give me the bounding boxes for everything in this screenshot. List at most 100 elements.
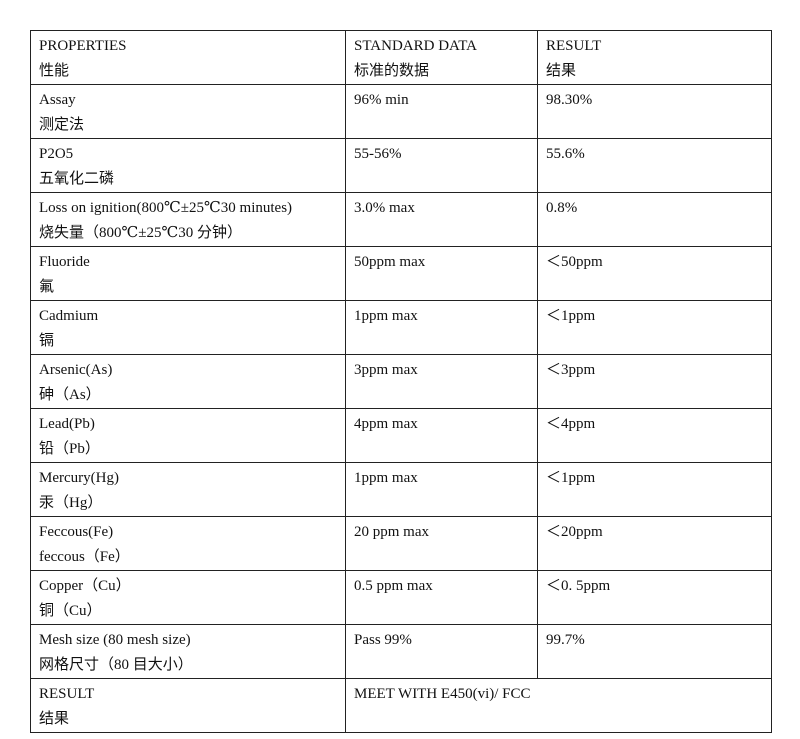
- table-cell-line: Loss on ignition(800℃±25℃30 minutes): [39, 200, 293, 216]
- table-cell: P2O5 五氧化二磷: [30, 138, 346, 193]
- data-row: Copper（Cu） 铜（Cu） 0.5 ppm max ＜0. 5ppm: [30, 570, 772, 625]
- table-cell-line: Copper（Cu）: [39, 578, 131, 594]
- table-cell-text: ＜4ppm: [546, 416, 596, 432]
- footer-label-line: 结果: [39, 711, 70, 727]
- table-cell-text: ＜1ppm: [546, 470, 596, 486]
- data-row: Cadmium 镉 1ppm max ＜1ppm: [30, 300, 772, 355]
- header-cell: RESULT 结果: [537, 30, 772, 85]
- table-cell-text: 1ppm max: [354, 470, 418, 486]
- table-cell-line: 砷（As）: [39, 387, 101, 403]
- table-cell-line: 铜（Cu）: [39, 603, 102, 619]
- table-cell: ＜20ppm: [537, 516, 772, 571]
- table-cell: Mesh size (80 mesh size) 网格尺寸（80 目大小）: [30, 624, 346, 679]
- table-cell-text: 99.7%: [546, 632, 585, 648]
- header-cell-line: RESULT: [546, 38, 602, 54]
- table-cell-line: 氟: [39, 279, 55, 295]
- table-cell-text: 96% min: [354, 92, 409, 108]
- table-cell-line: 测定法: [39, 117, 85, 133]
- table-cell-text: 0.5 ppm max: [354, 578, 433, 594]
- table-cell: Fluoride 氟: [30, 246, 346, 301]
- table-cell: ＜3ppm: [537, 354, 772, 409]
- table-cell: 50ppm max: [345, 246, 538, 301]
- table-cell-text: ＜0. 5ppm: [546, 578, 611, 594]
- table-cell: 1ppm max: [345, 300, 538, 355]
- data-row: Loss on ignition(800℃±25℃30 minutes) 烧失量（…: [30, 192, 772, 247]
- table-cell-text: 20 ppm max: [354, 524, 429, 540]
- table-cell: 3.0% max: [345, 192, 538, 247]
- table-cell: ＜50ppm: [537, 246, 772, 301]
- table-cell: Cadmium 镉: [30, 300, 346, 355]
- table-body: PROPERTIES 性能 STANDARD DATA 标准的数据 RESULT 结果 As…: [30, 30, 772, 733]
- table-cell-text: 98.30%: [546, 92, 593, 108]
- table-cell-line: Cadmium: [39, 308, 99, 324]
- table-cell-text: 55.6%: [546, 146, 585, 162]
- header-cell: STANDARD DATA 标准的数据: [345, 30, 538, 85]
- data-row: Fluoride 氟 50ppm max ＜50ppm: [30, 246, 772, 301]
- data-row: Arsenic(As) 砷（As） 3ppm max ＜3ppm: [30, 354, 772, 409]
- header-cell-line: 性能: [39, 63, 70, 79]
- table-cell-line: Feccous(Fe): [39, 524, 114, 540]
- header-cell-line: PROPERTIES: [39, 38, 127, 54]
- table-cell-text: ＜3ppm: [546, 362, 596, 378]
- table-cell: 3ppm max: [345, 354, 538, 409]
- table-cell-line: Fluoride: [39, 254, 90, 270]
- footer-value-text: MEET WITH E450(vi)/ FCC: [354, 686, 531, 702]
- table-cell: 1ppm max: [345, 462, 538, 517]
- footer-value: MEET WITH E450(vi)/ FCC: [345, 678, 772, 733]
- data-row: Assay 测定法 96% min 98.30%: [30, 84, 772, 139]
- table-cell-line: feccous（Fe）: [39, 549, 130, 565]
- table-cell-line: 烧失量（800℃±25℃30 分钟）: [39, 225, 243, 241]
- table-cell-line: 网格尺寸（80 目大小）: [39, 657, 193, 673]
- table-cell-text: 3.0% max: [354, 200, 415, 216]
- table-cell-text: 0.8%: [546, 200, 578, 216]
- table-cell: 99.7%: [537, 624, 772, 679]
- table-cell: Assay 测定法: [30, 84, 346, 139]
- table-cell-text: 55-56%: [354, 146, 402, 162]
- table-cell: 0.5 ppm max: [345, 570, 538, 625]
- table-cell: 55-56%: [345, 138, 538, 193]
- footer-label: RESULT 结果: [30, 678, 346, 733]
- table-cell: 98.30%: [537, 84, 772, 139]
- table-cell: ＜1ppm: [537, 300, 772, 355]
- table-cell: 96% min: [345, 84, 538, 139]
- table-cell-line: Assay: [39, 92, 76, 108]
- header-cell-line: 标准的数据: [354, 63, 430, 79]
- table-cell: Arsenic(As) 砷（As）: [30, 354, 346, 409]
- data-row: Feccous(Fe) feccous（Fe） 20 ppm max ＜20ppm: [30, 516, 772, 571]
- table-cell-line: Mesh size (80 mesh size): [39, 632, 191, 648]
- header-cell-line: STANDARD DATA: [354, 38, 478, 54]
- table-cell: Loss on ignition(800℃±25℃30 minutes) 烧失量（…: [30, 192, 346, 247]
- data-row: P2O5 五氧化二磷 55-56% 55.6%: [30, 138, 772, 193]
- table-cell: Copper（Cu） 铜（Cu）: [30, 570, 346, 625]
- table-cell: Mercury(Hg) 汞（Hg）: [30, 462, 346, 517]
- header-row: PROPERTIES 性能 STANDARD DATA 标准的数据 RESULT 结果: [30, 30, 772, 85]
- footer-label-line: RESULT: [39, 686, 95, 702]
- data-row: Mercury(Hg) 汞（Hg） 1ppm max ＜1ppm: [30, 462, 772, 517]
- data-row: Lead(Pb) 铅（Pb） 4ppm max ＜4ppm: [30, 408, 772, 463]
- table-cell-text: 3ppm max: [354, 362, 418, 378]
- table-cell-text: 50ppm max: [354, 254, 426, 270]
- table-cell: 0.8%: [537, 192, 772, 247]
- table-cell-text: Pass 99%: [354, 632, 412, 648]
- header-cell-line: 结果: [546, 63, 577, 79]
- table-cell: ＜1ppm: [537, 462, 772, 517]
- table-cell-text: 1ppm max: [354, 308, 418, 324]
- table-cell-line: 铅（Pb）: [39, 441, 100, 457]
- table-cell-text: ＜20ppm: [546, 524, 603, 540]
- footer-row: RESULT 结果 MEET WITH E450(vi)/ FCC: [30, 678, 772, 733]
- table-cell: ＜4ppm: [537, 408, 772, 463]
- table-cell-text: ＜50ppm: [546, 254, 603, 270]
- table-cell: ＜0. 5ppm: [537, 570, 772, 625]
- table-cell-line: 汞（Hg）: [39, 495, 103, 511]
- data-row: Mesh size (80 mesh size) 网格尺寸（80 目大小） Pass…: [30, 624, 772, 679]
- table-cell-line: Lead(Pb): [39, 416, 95, 432]
- table-cell-line: 五氧化二磷: [39, 171, 115, 187]
- table-cell: 4ppm max: [345, 408, 538, 463]
- table-cell: Pass 99%: [345, 624, 538, 679]
- header-cell: PROPERTIES 性能: [30, 30, 346, 85]
- table-cell: Feccous(Fe) feccous（Fe）: [30, 516, 346, 571]
- table-cell-line: 镉: [39, 333, 55, 349]
- table-cell-line: P2O5: [39, 146, 74, 162]
- table-cell-line: Arsenic(As): [39, 362, 113, 378]
